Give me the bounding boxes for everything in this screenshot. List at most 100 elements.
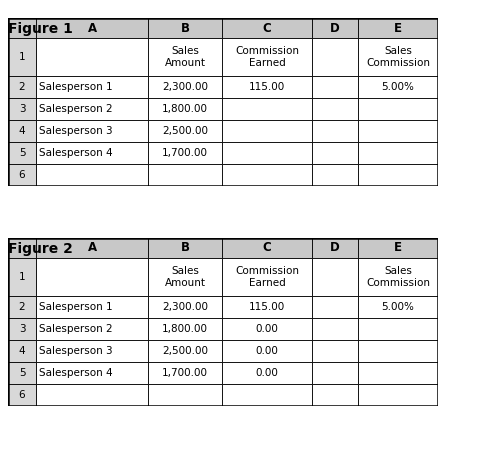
Bar (148, 142, 222, 164)
Text: Commission
Earned: Commission Earned (235, 46, 299, 68)
Bar (222, 120, 312, 142)
Text: Salesperson 3: Salesperson 3 (39, 126, 113, 136)
Bar (8, 258, 36, 296)
Text: 5.00%: 5.00% (381, 302, 415, 312)
Bar (358, 362, 438, 384)
Bar (8, 18, 36, 38)
Bar (312, 258, 358, 296)
Bar (36, 384, 148, 406)
Text: 6: 6 (19, 170, 25, 180)
Bar (358, 318, 438, 340)
Text: Sales
Commission: Sales Commission (366, 266, 430, 288)
Bar (312, 76, 358, 98)
Bar (36, 18, 148, 38)
Text: 0.00: 0.00 (255, 368, 278, 378)
Text: D: D (330, 242, 340, 255)
Text: A: A (87, 22, 97, 35)
Bar (36, 406, 148, 428)
Bar (36, 340, 148, 362)
Bar (312, 142, 358, 164)
Bar (358, 98, 438, 120)
Bar (312, 238, 358, 258)
Bar (8, 38, 36, 76)
Text: D: D (330, 22, 340, 35)
Bar (36, 38, 148, 76)
Text: 6: 6 (19, 390, 25, 400)
Text: 2,300.00: 2,300.00 (162, 82, 208, 92)
Text: Sales
Amount: Sales Amount (165, 46, 205, 68)
Bar (222, 98, 312, 120)
Bar (312, 186, 358, 208)
Bar (148, 362, 222, 384)
Bar (358, 296, 438, 318)
Bar (312, 296, 358, 318)
Bar (222, 76, 312, 98)
Bar (148, 98, 222, 120)
Bar (8, 340, 36, 362)
Bar (358, 120, 438, 142)
Bar (358, 406, 438, 428)
Bar (358, 142, 438, 164)
Text: A: A (87, 242, 97, 255)
Bar (312, 362, 358, 384)
Bar (36, 186, 148, 208)
Bar (222, 38, 312, 76)
Text: Salesperson 2: Salesperson 2 (39, 324, 113, 334)
Bar (222, 18, 312, 38)
Bar (312, 38, 358, 76)
Text: Figure 2: Figure 2 (8, 242, 73, 256)
Bar (8, 406, 36, 428)
Text: C: C (262, 242, 271, 255)
Text: Salesperson 4: Salesperson 4 (39, 148, 113, 158)
Bar (148, 384, 222, 406)
Text: 3: 3 (19, 324, 25, 334)
Bar (148, 186, 222, 208)
Bar (8, 98, 36, 120)
Text: Figure 1: Figure 1 (8, 22, 73, 36)
Bar (8, 318, 36, 340)
Bar (36, 258, 148, 296)
Bar (36, 362, 148, 384)
Bar (148, 76, 222, 98)
Bar (222, 318, 312, 340)
Bar (36, 98, 148, 120)
Bar (8, 186, 36, 208)
Text: 1: 1 (19, 52, 25, 62)
Text: 0.00: 0.00 (255, 346, 278, 356)
Text: Salesperson 3: Salesperson 3 (39, 346, 113, 356)
Bar (148, 296, 222, 318)
Text: Sales
Commission: Sales Commission (366, 46, 430, 68)
Bar (148, 120, 222, 142)
Bar (148, 340, 222, 362)
Bar (312, 18, 358, 38)
Bar (8, 76, 36, 98)
Bar (358, 18, 438, 38)
Bar (148, 258, 222, 296)
Text: 0.00: 0.00 (255, 324, 278, 334)
Text: E: E (394, 22, 402, 35)
Text: 1,800.00: 1,800.00 (162, 324, 208, 334)
Bar (36, 238, 148, 258)
Bar (222, 258, 312, 296)
Bar (8, 384, 36, 406)
Bar (148, 164, 222, 186)
Bar (8, 142, 36, 164)
Text: C: C (262, 22, 271, 35)
Text: 3: 3 (19, 104, 25, 114)
Text: Sales
Amount: Sales Amount (165, 266, 205, 288)
Bar (148, 318, 222, 340)
Text: 5: 5 (19, 368, 25, 378)
Bar (222, 406, 312, 428)
Bar (312, 120, 358, 142)
Text: Salesperson 1: Salesperson 1 (39, 302, 113, 312)
Bar (36, 120, 148, 142)
Text: 2,500.00: 2,500.00 (162, 126, 208, 136)
Bar (358, 186, 438, 208)
Text: 1,700.00: 1,700.00 (162, 368, 208, 378)
Text: 115.00: 115.00 (249, 82, 285, 92)
Bar (148, 18, 222, 38)
Bar (358, 76, 438, 98)
Bar (312, 406, 358, 428)
Bar (222, 340, 312, 362)
Bar (222, 142, 312, 164)
